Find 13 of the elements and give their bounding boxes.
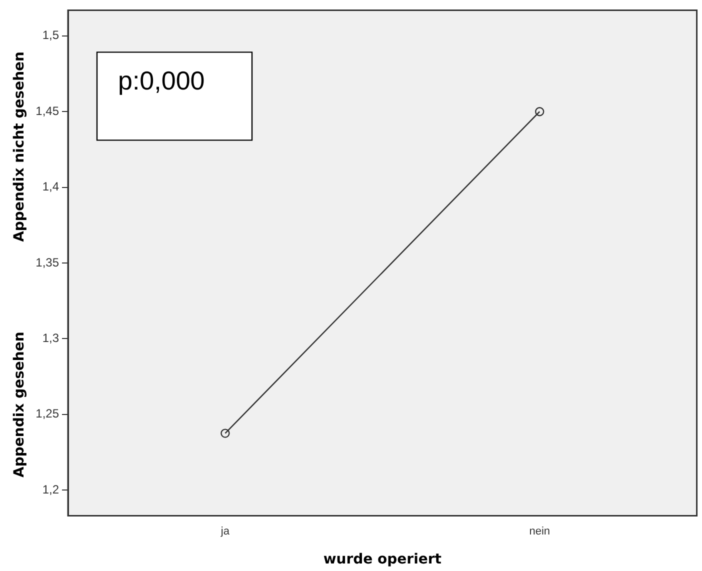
y-tick-label: 1,4 [42,180,60,194]
x-axis-title: wurde operiert [323,552,442,568]
y-tick-label: 1,45 [36,104,60,118]
y-tick-label: 1,2 [42,482,60,496]
x-tick-label: ja [220,525,230,538]
y-tick-label: 1,3 [42,331,60,345]
y-tick-label: 1,35 [36,255,60,270]
text: Appendix nicht gesehen [12,51,28,242]
x-tick-label: nein [529,525,550,538]
y-tick-label: 1,5 [42,28,60,42]
y-tick-label: 1,25 [36,406,60,421]
annotation: p:0,000 [118,65,205,96]
y-axis-title: Appendix gesehen [12,332,28,478]
